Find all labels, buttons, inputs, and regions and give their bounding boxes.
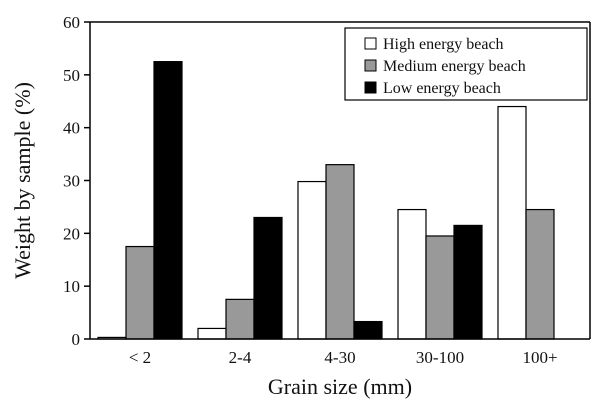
legend-swatch bbox=[364, 37, 377, 50]
bar-low-energy-beach bbox=[453, 224, 483, 340]
bars-group bbox=[97, 61, 555, 340]
x-tick-label: < 2 bbox=[129, 348, 151, 367]
y-tick-label: 10 bbox=[63, 277, 80, 296]
y-tick-label: 50 bbox=[63, 66, 80, 85]
bar-medium-energy-beach bbox=[225, 298, 255, 340]
legend: High energy beach Medium energy beach Low … bbox=[344, 27, 588, 101]
bar-medium-energy-beach bbox=[525, 208, 555, 340]
bar-low-energy-beach bbox=[153, 61, 183, 340]
bar-medium-energy-beach bbox=[425, 235, 455, 340]
y-tick-label: 20 bbox=[63, 224, 80, 243]
bar-medium-energy-beach bbox=[125, 245, 155, 340]
legend-swatch bbox=[364, 81, 377, 94]
legend-swatch bbox=[364, 59, 377, 72]
y-tick-label: 0 bbox=[72, 330, 81, 349]
y-axis-title: Weight by sample (%) bbox=[10, 82, 35, 279]
bar-high-energy-beach bbox=[397, 208, 427, 340]
y-tick-label: 40 bbox=[63, 119, 80, 138]
x-tick-label: 30-100 bbox=[416, 348, 464, 367]
legend-label: Medium energy beach bbox=[383, 58, 526, 75]
bar-low-energy-beach bbox=[353, 320, 383, 340]
x-axis-title: Grain size (mm) bbox=[268, 374, 412, 399]
bar-high-energy-beach bbox=[297, 180, 327, 340]
x-tick-label: 4-30 bbox=[324, 348, 355, 367]
y-ticks-group: 0 10 20 30 40 50 60 bbox=[63, 13, 90, 349]
legend-label: High energy beach bbox=[383, 36, 504, 53]
legend-box bbox=[344, 27, 588, 101]
y-tick-label: 60 bbox=[63, 13, 80, 32]
x-tick-label: 100+ bbox=[522, 348, 557, 367]
y-tick-label: 30 bbox=[63, 172, 80, 191]
legend-label: Low energy beach bbox=[383, 80, 501, 97]
bar-low-energy-beach bbox=[253, 216, 283, 340]
x-ticks-group: < 2 2-4 4-30 30-100 100+ bbox=[129, 348, 558, 367]
bar-high-energy-beach bbox=[197, 327, 227, 340]
bar-high-energy-beach bbox=[497, 105, 527, 340]
x-tick-label: 2-4 bbox=[229, 348, 252, 367]
bar-medium-energy-beach bbox=[325, 164, 355, 340]
